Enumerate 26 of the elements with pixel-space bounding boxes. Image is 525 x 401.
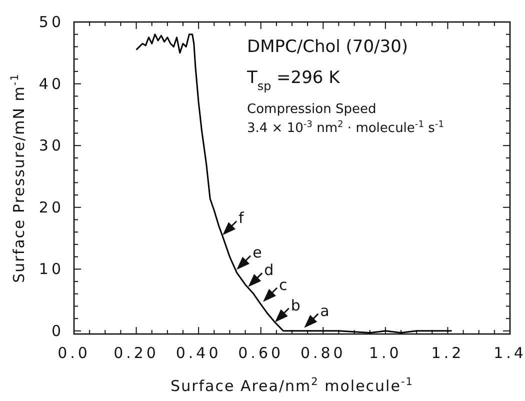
line-series (136, 34, 453, 334)
annotation: DMPC/Chol (70/30) (247, 37, 408, 57)
y-tick-label: 30 (38, 136, 64, 155)
x-tick-label: 0.20 (114, 344, 159, 362)
y-tick-label: 10 (38, 260, 64, 278)
y-tick-label: 0 (51, 322, 64, 340)
y-tick-label: 50 (38, 13, 64, 31)
x-tick-label: 1.2 (431, 344, 464, 362)
annotation: f (238, 209, 245, 228)
x-tick-label: 1.4 (494, 344, 525, 362)
annotation: d (264, 261, 274, 280)
x-tick-label: 0.80 (300, 344, 346, 362)
annotation: b (290, 296, 300, 314)
annotation: c (279, 276, 288, 294)
x-tick-label: 0.60 (238, 344, 284, 362)
annotation: 3.4 × 10$^{-3}$ nm$^{2}$ · molecule$^{-1}$ s$^{-1}$ (247, 120, 444, 136)
annotation: e (252, 244, 262, 262)
x-tick-label: 1.0 (369, 344, 402, 362)
annotation: T$_{sp}$ =296 K (246, 68, 341, 93)
y-tick-label: 20 (38, 198, 64, 216)
annotation: Compression Speed (247, 102, 376, 117)
x-axis-title: Surface Area/nm$^{2}$ molecule$^{-1}$ (170, 376, 414, 395)
y-tick-label: 40 (38, 74, 64, 93)
x-tick-label: 0.40 (176, 344, 222, 362)
x-tick-label: 0.0 (58, 344, 90, 362)
annotation: a (320, 302, 330, 320)
